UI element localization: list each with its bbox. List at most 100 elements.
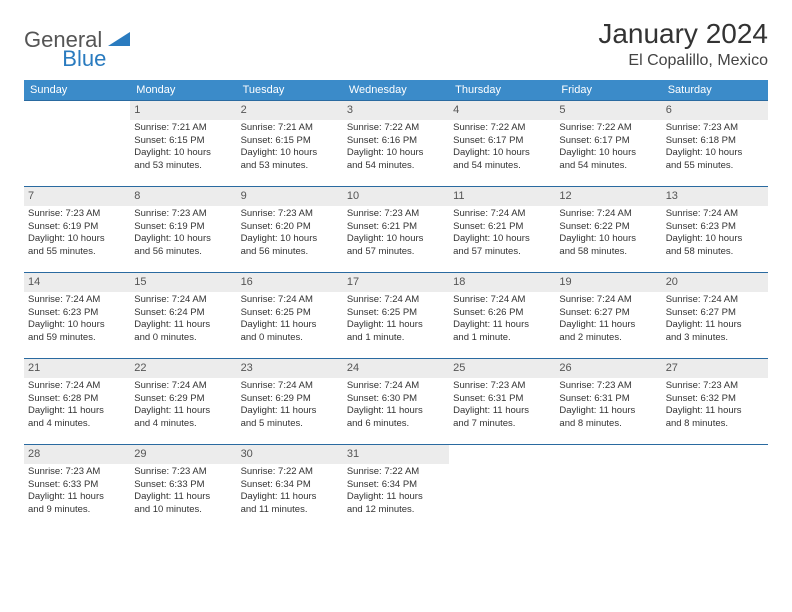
day-detail-line: Daylight: 10 hours [241,233,339,246]
logo-triangle-icon [108,30,130,51]
day-number: 21 [24,359,130,378]
day-detail-line: Sunrise: 7:24 AM [666,294,764,307]
calendar-cell [662,445,768,531]
day-detail-line: Sunset: 6:21 PM [453,221,551,234]
day-detail-line: and 59 minutes. [28,332,126,345]
day-detail-line: Daylight: 11 hours [559,405,657,418]
day-detail-line: Sunrise: 7:23 AM [666,122,764,135]
month-title: January 2024 [598,18,768,50]
day-number: 12 [555,187,661,206]
calendar-cell: 29Sunrise: 7:23 AMSunset: 6:33 PMDayligh… [130,445,236,531]
day-number: 18 [449,273,555,292]
day-number: 22 [130,359,236,378]
day-number: 16 [237,273,343,292]
day-detail-line: Daylight: 10 hours [28,319,126,332]
calendar-cell: 14 Sunrise: 7:24 AMSunset: 6:23 PMDayligh… [24,273,130,359]
day-detail-line: and 1 minute. [347,332,445,345]
day-detail-line: Daylight: 11 hours [28,491,126,504]
day-detail-line: Sunrise: 7:21 AM [241,122,339,135]
day-detail-line: Sunrise: 7:22 AM [559,122,657,135]
day-detail-line: Sunset: 6:28 PM [28,393,126,406]
day-detail-line: Sunset: 6:33 PM [28,479,126,492]
day-detail-line: Sunset: 6:17 PM [559,135,657,148]
weekday-header: Saturday [662,80,768,101]
day-detail-line: Sunrise: 7:23 AM [453,380,551,393]
day-detail-line: and 57 minutes. [347,246,445,259]
day-number: 13 [662,187,768,206]
day-detail-line: and 55 minutes. [28,246,126,259]
weekday-header: Tuesday [237,80,343,101]
calendar-cell: 5 Sunrise: 7:22 AMSunset: 6:17 PMDaylight… [555,101,661,187]
day-number: 31 [343,445,449,464]
day-detail-line: Sunrise: 7:24 AM [241,380,339,393]
calendar-cell: 13Sunrise: 7:24 AMSunset: 6:23 PMDayligh… [662,187,768,273]
day-detail-line: Sunrise: 7:23 AM [134,466,232,479]
day-detail-line: and 0 minutes. [134,332,232,345]
day-detail-line: Sunset: 6:29 PM [241,393,339,406]
day-detail-line: Sunrise: 7:24 AM [28,294,126,307]
day-detail-line: and 10 minutes. [134,504,232,517]
day-detail-line: and 8 minutes. [666,418,764,431]
day-number: 10 [343,187,449,206]
weekday-header: Friday [555,80,661,101]
day-detail-line: Sunrise: 7:24 AM [453,294,551,307]
day-detail-line: Sunset: 6:30 PM [347,393,445,406]
calendar-cell: 7Sunrise: 7:23 AMSunset: 6:19 PMDaylight… [24,187,130,273]
day-detail-line: Sunset: 6:23 PM [28,307,126,320]
day-detail-line: Sunrise: 7:22 AM [347,466,445,479]
day-detail-line: and 55 minutes. [666,160,764,173]
day-detail-line: Daylight: 10 hours [453,233,551,246]
calendar-cell: 20Sunrise: 7:24 AMSunset: 6:27 PMDayligh… [662,273,768,359]
day-detail-line: and 53 minutes. [134,160,232,173]
day-detail-line: and 6 minutes. [347,418,445,431]
day-detail-line: Sunrise: 7:24 AM [666,208,764,221]
day-detail-line: and 56 minutes. [241,246,339,259]
day-detail-line: Sunset: 6:31 PM [559,393,657,406]
day-detail-line: Sunset: 6:25 PM [347,307,445,320]
calendar-cell [24,101,130,187]
day-number: 30 [237,445,343,464]
calendar-cell: 2Sunrise: 7:21 AMSunset: 6:15 PMDaylight… [237,101,343,187]
day-detail-line: and 58 minutes. [559,246,657,259]
day-detail-line: Sunset: 6:32 PM [666,393,764,406]
day-detail-line: Sunset: 6:19 PM [28,221,126,234]
day-detail-line: Sunset: 6:17 PM [453,135,551,148]
weekday-header: Monday [130,80,236,101]
day-number: 11 [449,187,555,206]
calendar-table: Sunday Monday Tuesday Wednesday Thursday… [24,80,768,531]
calendar-cell: 4Sunrise: 7:22 AMSunset: 6:17 PMDaylight… [449,101,555,187]
calendar-cell: 28Sunrise: 7:23 AMSunset: 6:33 PMDayligh… [24,445,130,531]
day-detail-line: Daylight: 11 hours [134,405,232,418]
calendar-cell: 1Sunrise: 7:21 AMSunset: 6:15 PMDaylight… [130,101,236,187]
day-detail-line: Sunset: 6:34 PM [241,479,339,492]
day-detail-line: Sunset: 6:25 PM [241,307,339,320]
day-number: 1 [130,101,236,120]
day-detail-line: Sunrise: 7:22 AM [347,122,445,135]
calendar-week-row: 14Sunrise: 7:24 AMSunset: 6:23 PMDayligh… [24,273,768,359]
day-number: 26 [555,359,661,378]
day-detail-line: Sunrise: 7:24 AM [241,294,339,307]
calendar-cell: 16Sunrise: 7:24 AMSunset: 6:25 PMDayligh… [237,273,343,359]
day-detail-line: and 58 minutes. [666,246,764,259]
day-detail-line: Daylight: 10 hours [559,147,657,160]
logo: General Blue [24,18,154,62]
calendar-cell [449,445,555,531]
day-detail-line: Sunset: 6:26 PM [453,307,551,320]
day-detail-line: Sunset: 6:27 PM [666,307,764,320]
day-number: 5 [555,101,661,120]
day-detail-line: Sunrise: 7:23 AM [559,380,657,393]
calendar-week-row: 1Sunrise: 7:21 AMSunset: 6:15 PMDaylight… [24,101,768,187]
calendar-cell: 30Sunrise: 7:22 AMSunset: 6:34 PMDayligh… [237,445,343,531]
day-detail-line: and 0 minutes. [241,332,339,345]
day-number: 14 [24,273,130,292]
day-detail-line: and 7 minutes. [453,418,551,431]
calendar-cell: 27Sunrise: 7:23 AMSunset: 6:32 PMDayligh… [662,359,768,445]
calendar-cell: 11Sunrise: 7:24 AMSunset: 6:21 PMDayligh… [449,187,555,273]
day-detail-line: Sunrise: 7:23 AM [28,466,126,479]
day-detail-line: Sunrise: 7:24 AM [347,380,445,393]
day-detail-line: Sunrise: 7:23 AM [241,208,339,221]
day-detail-line: Sunrise: 7:23 AM [347,208,445,221]
calendar-cell: 23Sunrise: 7:24 AMSunset: 6:29 PMDayligh… [237,359,343,445]
day-detail-line: Daylight: 10 hours [666,233,764,246]
day-detail-line: and 54 minutes. [559,160,657,173]
